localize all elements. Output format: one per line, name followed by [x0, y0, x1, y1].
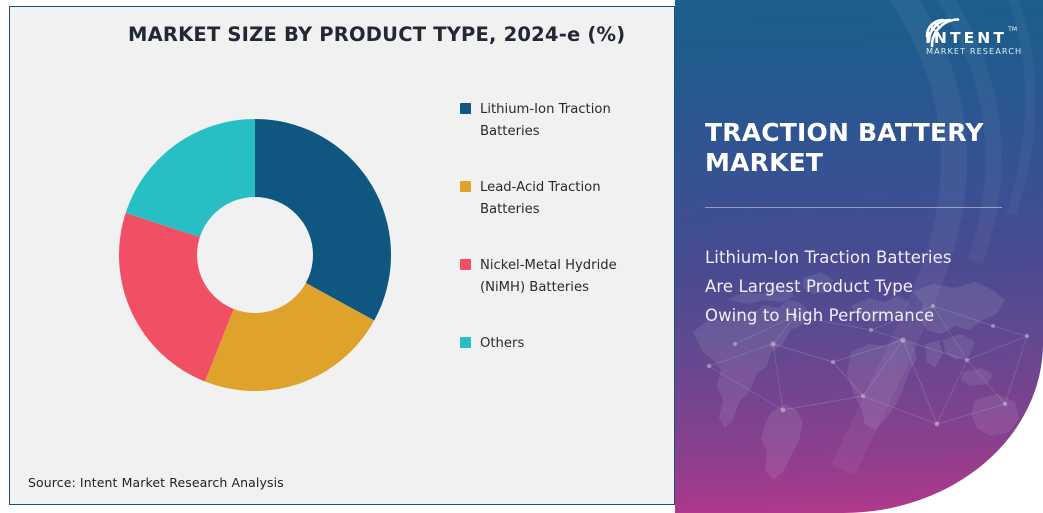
legend-color-swatch-icon — [460, 337, 471, 348]
banner-title: TRACTION BATTERY MARKET — [705, 118, 984, 177]
legend-color-swatch-icon — [460, 259, 471, 270]
chart-legend: Lithium-Ion Traction Batteries Lead-Acid … — [460, 99, 660, 389]
legend-item-label: Nickel-Metal Hydride (NiMH) Batteries — [480, 258, 617, 295]
banner-subtitle-line: Owing to High Performance — [705, 306, 935, 325]
donut-chart — [113, 113, 397, 397]
chart-card: MARKET SIZE BY PRODUCT TYPE, 2024-e (%) … — [9, 6, 675, 505]
world-map-icon — [693, 272, 1037, 480]
decorative-swoosh — [675, 0, 1043, 513]
page-title: MARKET SIZE BY PRODUCT TYPE, 2024-e (%) — [128, 23, 626, 46]
legend-color-swatch-icon — [460, 181, 471, 192]
legend-item-label: Lead-Acid Traction Batteries — [480, 180, 601, 217]
swoosh-icon — [831, 0, 1036, 476]
legend-color-swatch-icon — [460, 103, 471, 114]
legend-item[interactable]: Nickel-Metal Hydride (NiMH) Batteries — [460, 255, 660, 299]
donut-hole — [197, 197, 313, 313]
banner-subtitle-line: Are Largest Product Type — [705, 277, 914, 296]
world-map-backdrop — [675, 0, 1043, 513]
legend-item[interactable]: Lead-Acid Traction Batteries — [460, 177, 660, 221]
brand-name-text: INTENT — [925, 29, 1007, 47]
legend-item[interactable]: Others — [460, 333, 660, 355]
legend-item-label: Others — [480, 336, 525, 351]
banner-divider — [705, 207, 1002, 208]
intent-market-research-logo-icon: INTENT TM MARKET RESEARCH — [925, 18, 1022, 56]
donut-chart-svg — [119, 119, 392, 391]
right-banner: INTENT TM MARKET RESEARCH TRACTION BATTE… — [675, 0, 1043, 513]
legend-item-label: Lithium-Ion Traction Batteries — [480, 102, 611, 139]
legend-item[interactable]: Lithium-Ion Traction Batteries — [460, 99, 660, 143]
banner-gradient-background — [675, 0, 1043, 513]
banner-subtitle-line: Lithium-Ion Traction Batteries — [705, 248, 952, 267]
source-note: Source: Intent Market Research Analysis — [28, 475, 284, 490]
brand-tagline-text: MARKET RESEARCH — [926, 46, 1022, 56]
brand-logo: INTENT TM MARKET RESEARCH — [913, 10, 1025, 58]
banner-subtitle: Lithium-Ion Traction Batteries Are Larges… — [705, 243, 1025, 330]
trademark-text: TM — [1007, 26, 1017, 33]
